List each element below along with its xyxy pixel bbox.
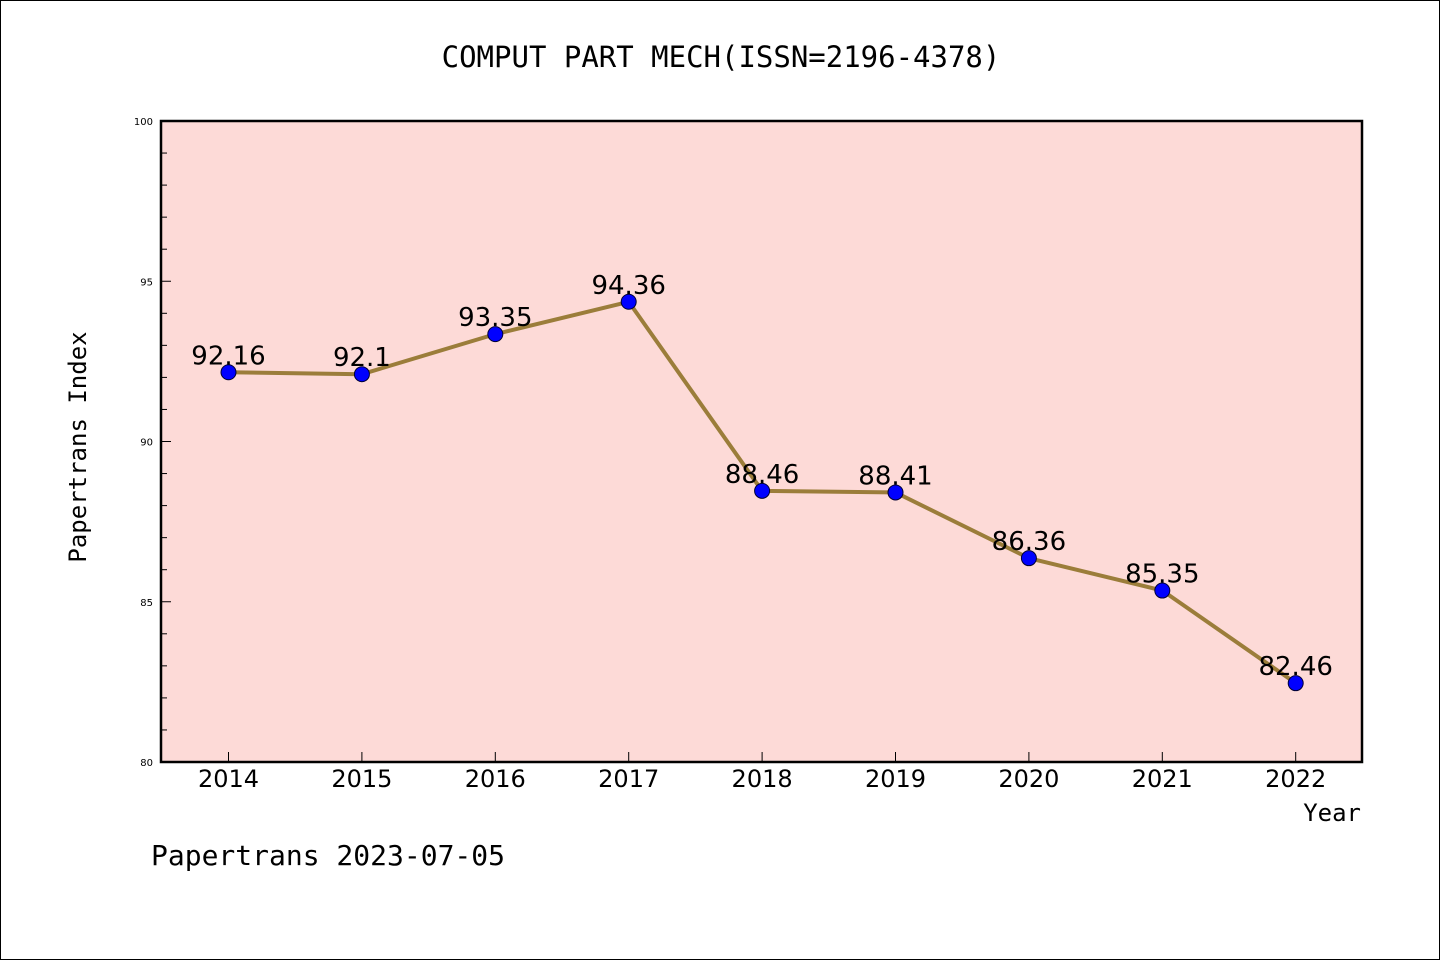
data-point — [353, 366, 370, 383]
data-label: 82.46 — [1258, 652, 1332, 682]
x-tick-label: 2019 — [865, 765, 926, 793]
data-label: 86.36 — [992, 527, 1066, 557]
x-axis-ticks: 2014 2015 2016 2017 2018 2019 2020 2021 2022 — [198, 752, 1326, 793]
data-points — [220, 293, 1304, 692]
data-point — [1154, 582, 1171, 599]
data-point — [754, 482, 771, 499]
data-label: 92.16 — [191, 341, 265, 371]
footer-text: Papertrans 2023-07-05 — [151, 839, 505, 872]
y-tick-label: 85 — [140, 598, 153, 609]
y-axis-label: Papertrans Index — [64, 331, 92, 562]
plot-area — [159, 119, 1364, 764]
y-tick-label: 90 — [140, 438, 153, 449]
data-label: 88.41 — [858, 461, 932, 491]
x-tick-label: 2014 — [198, 765, 259, 793]
data-point — [220, 364, 237, 381]
x-tick-label: 2021 — [1132, 765, 1193, 793]
data-point — [487, 326, 504, 343]
data-label: 92.1 — [333, 343, 391, 373]
x-tick-label: 2017 — [598, 765, 659, 793]
data-label: 94.36 — [591, 271, 665, 301]
data-point — [620, 293, 637, 310]
y-tick-label: 80 — [140, 758, 153, 769]
x-tick-label: 2020 — [998, 765, 1059, 793]
x-tick-label: 2015 — [331, 765, 392, 793]
x-tick-label: 2022 — [1265, 765, 1326, 793]
data-point — [1287, 675, 1304, 692]
data-point — [887, 484, 904, 501]
chart-title: COMPUT PART MECH(ISSN=2196-4378) — [442, 40, 1001, 74]
data-label: 85.35 — [1125, 560, 1199, 590]
data-point — [1020, 550, 1037, 567]
x-tick-label: 2018 — [732, 765, 793, 793]
y-axis-ticks: 80 85 90 95 100 — [134, 117, 171, 769]
y-tick-label: 95 — [140, 277, 153, 288]
data-label: 93.35 — [458, 303, 532, 333]
x-tick-label: 2016 — [465, 765, 526, 793]
data-label: 88.46 — [725, 460, 799, 490]
x-axis-label: Year — [1303, 799, 1361, 827]
data-labels: 92.16 92.1 93.35 94.36 88.46 88.41 86.36 85.35 8… — [191, 271, 1333, 682]
y-tick-label: 100 — [134, 117, 153, 128]
